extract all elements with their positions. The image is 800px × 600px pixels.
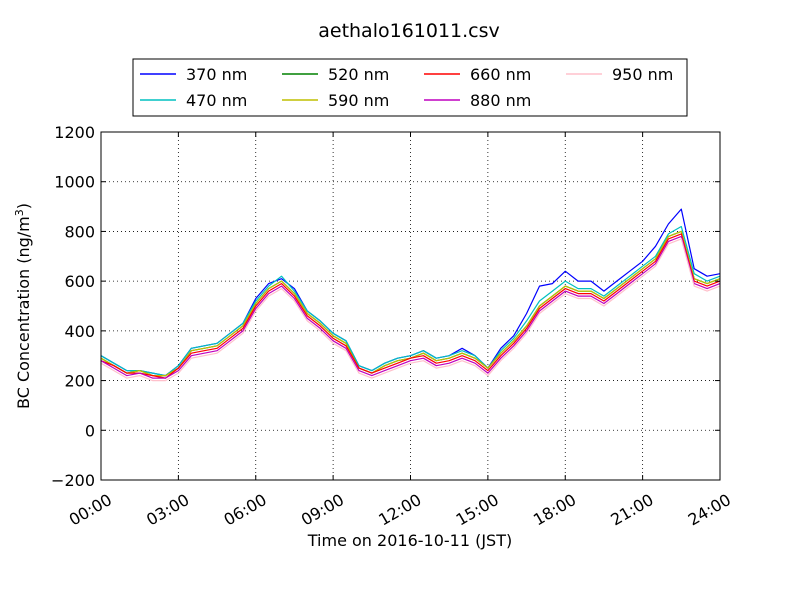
x-tick-label: 12:00 xyxy=(375,490,424,530)
y-tick-label: 0 xyxy=(85,421,95,440)
legend-box xyxy=(132,58,688,117)
chart-title: aethalo161011.csv xyxy=(318,20,500,42)
x-tick-label: 24:00 xyxy=(685,490,734,530)
series-line xyxy=(100,225,721,377)
plot-area xyxy=(101,132,720,480)
x-tick-label: 09:00 xyxy=(298,490,347,530)
series-lines xyxy=(100,208,721,382)
series-line xyxy=(100,233,721,379)
legend-label: 370 nm xyxy=(186,65,247,84)
y-axis-label: BC Concentration (ng/m3) xyxy=(13,203,33,409)
x-tick-label: 21:00 xyxy=(607,490,656,530)
y-tick-label: 1000 xyxy=(54,173,95,192)
x-tick-label: 18:00 xyxy=(530,490,579,530)
series-line xyxy=(100,238,721,382)
legend-label: 520 nm xyxy=(328,65,389,84)
y-axis-label-end: ) xyxy=(14,203,33,209)
x-tick-label: 15:00 xyxy=(453,490,502,530)
legend-label: 950 nm xyxy=(612,65,673,84)
series-line xyxy=(100,235,721,379)
y-tick-label: 600 xyxy=(64,272,95,291)
x-tick-label: 06:00 xyxy=(220,490,269,530)
y-tick-label: −200 xyxy=(51,471,95,490)
y-tick-label: 800 xyxy=(64,222,95,241)
legend-label: 470 nm xyxy=(186,91,247,110)
legend-label: 880 nm xyxy=(470,91,531,110)
legend-label: 590 nm xyxy=(328,91,389,110)
legend: 370 nm 470 nm 520 nm 590 nm 660 nm 880 nm 950 … xyxy=(132,58,688,117)
y-axis-label-sup: 3 xyxy=(13,209,26,216)
x-tick-label: 00:00 xyxy=(66,490,115,530)
x-tick-label: 03:00 xyxy=(143,490,192,530)
legend-label: 660 nm xyxy=(470,65,531,84)
y-axis-label-main: BC Concentration (ng/m xyxy=(14,216,33,409)
x-axis-label: Time on 2016-10-11 (JST) xyxy=(307,531,512,550)
y-tick-label: 200 xyxy=(64,372,95,391)
y-tick-label: 1200 xyxy=(54,123,95,142)
y-tick-label: 400 xyxy=(64,322,95,341)
